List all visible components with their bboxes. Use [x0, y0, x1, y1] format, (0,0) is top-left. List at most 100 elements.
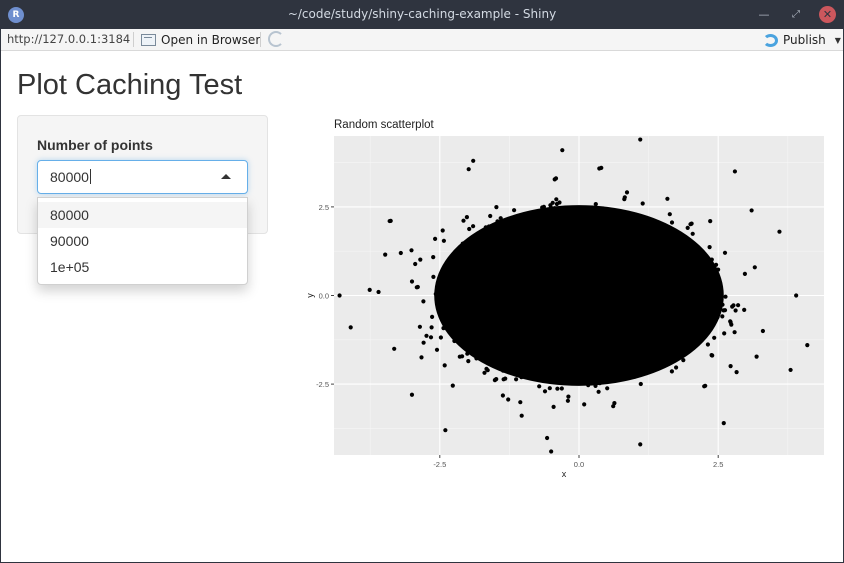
refresh-icon[interactable]	[268, 31, 284, 47]
scatter-point	[557, 262, 562, 267]
scatter-point	[585, 322, 590, 327]
scatter-point	[478, 272, 483, 277]
scatter-point	[580, 284, 585, 289]
scatter-point	[658, 300, 663, 305]
scatter-point	[623, 308, 628, 313]
scatter-point	[504, 271, 509, 276]
scatter-point	[596, 354, 601, 359]
scatter-point	[489, 246, 495, 251]
scatter-point	[623, 264, 628, 269]
number-of-points-select[interactable]: 80000	[37, 160, 248, 194]
minimize-icon[interactable]: —	[758, 8, 770, 21]
scatter-point	[560, 356, 565, 361]
scatter-point	[547, 386, 552, 391]
scatter-point	[608, 320, 613, 325]
scatter-point	[522, 357, 528, 362]
scatter-point	[596, 389, 601, 394]
dropdown-option[interactable]: 1e+05	[50, 259, 90, 275]
scatter-point	[608, 299, 613, 304]
scatter-point	[643, 327, 648, 332]
scatter-point	[535, 304, 540, 310]
scatter-point	[511, 243, 516, 248]
scatter-point	[666, 295, 671, 300]
scatter-point	[537, 384, 542, 389]
scatter-point	[598, 361, 603, 366]
scatter-point	[547, 216, 552, 222]
scatter-point	[518, 400, 523, 405]
scatter-point	[693, 264, 698, 269]
scatter-point	[510, 341, 515, 346]
publish-button[interactable]: Publish ▼	[763, 31, 841, 49]
scatter-point	[464, 274, 470, 279]
scatter-point	[573, 272, 578, 277]
scatter-point	[603, 261, 608, 266]
scatter-point	[508, 283, 513, 288]
scatter-point	[561, 244, 566, 249]
open-in-browser-button[interactable]: Open in Browser	[141, 31, 260, 49]
chevron-down-icon[interactable]: ▼	[834, 35, 841, 45]
url-display[interactable]: http://127.0.0.1:3184	[7, 32, 131, 46]
scatter-point	[439, 296, 444, 301]
scatter-point	[698, 309, 703, 314]
scatter-point	[470, 345, 475, 350]
scatter-point	[659, 342, 664, 347]
scatter-point	[572, 306, 577, 311]
scatter-point	[554, 197, 559, 202]
scatter-point	[602, 312, 607, 317]
scatter-point	[597, 244, 603, 249]
scatter-point	[611, 404, 616, 409]
scatter-point	[417, 324, 422, 329]
scatter-point	[650, 290, 655, 295]
scatter-point	[529, 238, 534, 243]
scatter-point	[561, 298, 566, 303]
scatter-point	[654, 344, 659, 349]
scatter-point	[644, 318, 650, 323]
scatter-point	[495, 359, 500, 364]
scatter-point	[684, 268, 689, 274]
scatter-point	[589, 298, 594, 303]
y-axis-label: y	[305, 293, 315, 298]
scatter-point	[494, 291, 499, 296]
scatter-point	[588, 327, 593, 332]
scatter-point	[564, 312, 569, 317]
chevron-up-icon[interactable]	[221, 174, 231, 179]
scatter-point	[563, 327, 568, 332]
scatter-point	[431, 255, 436, 260]
scatter-point	[451, 288, 457, 293]
scatter-point	[538, 255, 543, 261]
scatter-point	[490, 295, 495, 300]
scatter-point	[376, 289, 381, 295]
text-cursor	[89, 169, 91, 184]
scatter-point	[553, 343, 558, 348]
scatter-point	[613, 274, 618, 279]
scatter-point	[577, 308, 582, 313]
scatter-point	[545, 370, 550, 375]
scatter-point	[736, 303, 741, 308]
scatter-point	[488, 230, 493, 235]
select-value[interactable]: 80000	[50, 169, 91, 185]
dropdown-option[interactable]: 90000	[50, 233, 89, 249]
scatter-point	[587, 245, 592, 250]
scatter-point	[594, 260, 599, 265]
scatter-point	[657, 332, 662, 337]
scatter-point	[578, 350, 583, 355]
close-icon[interactable]: ✕	[819, 6, 836, 23]
scatter-point	[506, 397, 511, 402]
scatter-point	[548, 250, 553, 256]
scatter-point	[734, 370, 739, 375]
scatter-point	[471, 250, 476, 255]
plot-svg: Random scatterplot -2.5 0.0 2.5 -2.5 0.0 2.5 x y	[305, 119, 824, 479]
scatter-point	[626, 279, 632, 284]
scatter-point	[670, 351, 675, 356]
dropdown-option[interactable]: 80000	[38, 202, 247, 228]
scatter-point	[559, 265, 564, 270]
scatter-point	[687, 306, 692, 311]
scatter-point	[578, 236, 583, 241]
scatter-point	[568, 253, 573, 259]
scatter-point	[648, 280, 653, 285]
scatter-point	[488, 324, 493, 329]
maximize-icon[interactable]: ⤢	[792, 9, 800, 20]
scatter-point	[548, 262, 553, 267]
scatter-point	[664, 325, 669, 330]
